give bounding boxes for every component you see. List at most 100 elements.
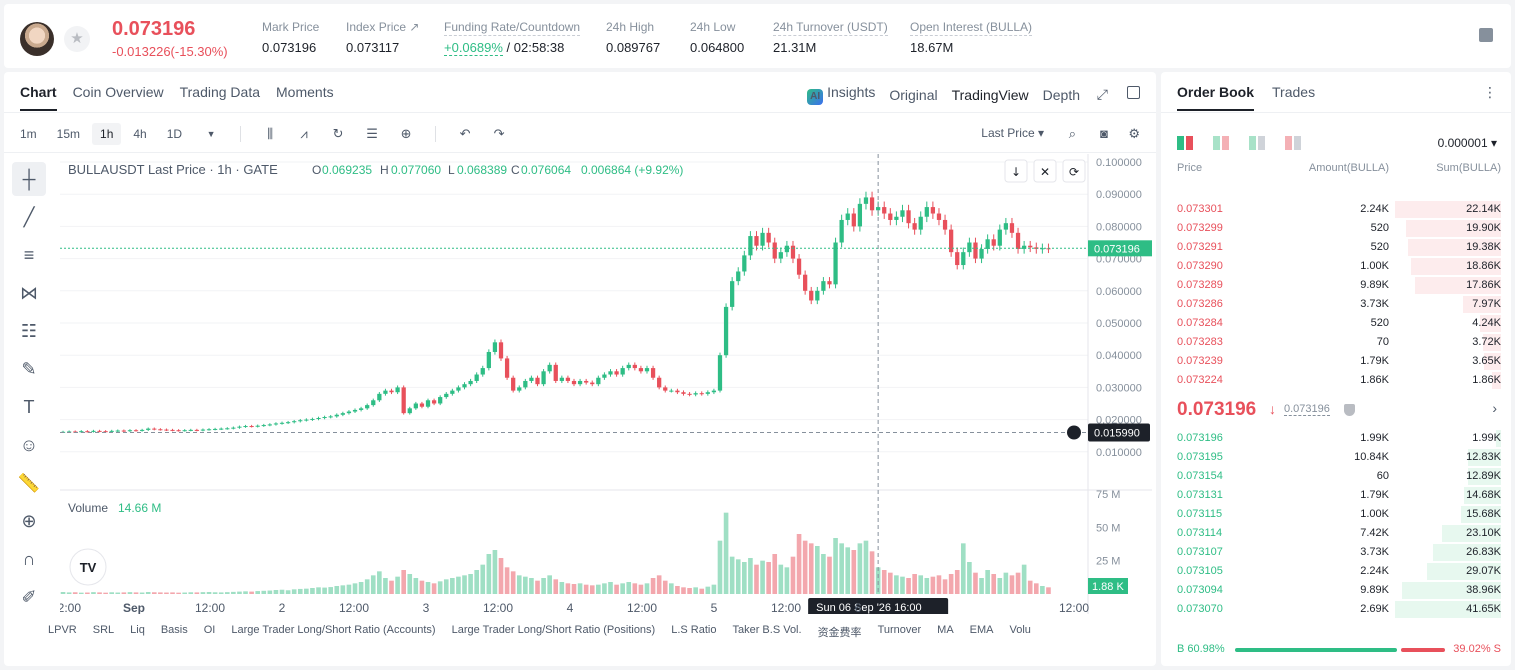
indicator-8[interactable]: Taker B.S Vol.: [732, 624, 802, 636]
trend-line-icon[interactable]: ╱: [23, 206, 35, 227]
brush-icon[interactable]: ✎: [21, 358, 37, 379]
divider: [4, 152, 1156, 153]
emoji-icon[interactable]: ☺: [19, 434, 39, 455]
split-icon[interactable]: [1213, 136, 1229, 150]
tab-coin-overview[interactable]: Coin Overview: [72, 84, 164, 100]
candle-body: [249, 426, 254, 428]
both-sides-icon[interactable]: [1177, 136, 1193, 150]
interval-1m[interactable]: 1m: [20, 127, 37, 141]
templates-icon[interactable]: ☰: [366, 126, 378, 141]
tab-moments[interactable]: Moments: [276, 84, 334, 100]
price-type-select[interactable]: Last Price ▾: [981, 126, 1044, 140]
magnet-icon[interactable]: ∩: [22, 548, 36, 569]
bid-row[interactable]: 0.073115 1.00K 15.68K: [1161, 505, 1511, 524]
ask-row[interactable]: 0.073286 3.73K 7.97K: [1161, 295, 1511, 314]
indicators-icon[interactable]: ⩘: [300, 126, 308, 141]
row-amount: 1.79K: [1360, 489, 1389, 501]
ask-row[interactable]: 0.073291 520 19.38K: [1161, 238, 1511, 257]
bid-row[interactable]: 0.073131 1.79K 14.68K: [1161, 486, 1511, 505]
tab-insights[interactable]: AI Insights: [807, 84, 875, 105]
horizontal-lines-icon[interactable]: ≡: [23, 244, 35, 265]
tab-order-book[interactable]: Order Book: [1177, 84, 1255, 111]
tab-tradingview[interactable]: TradingView: [951, 86, 1029, 103]
bid-row[interactable]: 0.073107 3.73K 26.83K: [1161, 543, 1511, 562]
volume-bar: [72, 592, 78, 594]
candle-type-icon[interactable]: ⫼: [267, 126, 274, 141]
indicator-5[interactable]: Large Trader Long/Short Ratio (Accounts): [231, 624, 436, 636]
price-chart[interactable]: 0.100000 0.090000 0.080000 0.070000 0.060000…: [60, 154, 1152, 614]
undo-icon[interactable]: ↶: [459, 126, 471, 141]
candle-body: [219, 428, 224, 430]
tab-trades[interactable]: Trades: [1272, 84, 1316, 100]
bid-row[interactable]: 0.073196 1.99K 1.99K: [1161, 429, 1511, 448]
favorite-star-icon[interactable]: ★: [64, 26, 90, 52]
add-indicator-icon[interactable]: ⊕: [400, 126, 412, 141]
chevron-right-icon[interactable]: ›: [1492, 400, 1497, 416]
bid-row[interactable]: 0.073195 10.84K 12.83K: [1161, 448, 1511, 467]
ask-row[interactable]: 0.073289 9.89K 17.86K: [1161, 276, 1511, 295]
indicator-13[interactable]: Volu: [1009, 624, 1031, 636]
asks-only-icon[interactable]: [1285, 136, 1301, 150]
volume-bar: [139, 592, 145, 594]
camera-icon[interactable]: ◙: [1100, 126, 1108, 141]
bid-row[interactable]: 0.073070 2.69K 41.65K: [1161, 600, 1511, 619]
indicator-0[interactable]: LPVR: [48, 624, 77, 636]
indicator-2[interactable]: Liq: [130, 624, 145, 636]
bid-row[interactable]: 0.073105 2.24K 29.07K: [1161, 562, 1511, 581]
bids-only-icon[interactable]: [1249, 136, 1265, 150]
precision-select[interactable]: 0.000001 ▾: [1437, 136, 1497, 150]
stat-index-price[interactable]: Index Price ↗ 0.073117: [346, 20, 420, 55]
volume-bar: [559, 582, 565, 594]
indicator-3[interactable]: Basis: [160, 624, 188, 636]
interval-4h[interactable]: 4h: [133, 127, 147, 141]
candle-body: [657, 377, 662, 388]
indicator-6[interactable]: Large Trader Long/Short Ratio (Positions…: [451, 624, 656, 636]
zoom-icon[interactable]: ⊕: [21, 510, 37, 531]
indicator-11[interactable]: MA: [937, 624, 954, 636]
bid-row[interactable]: 0.073114 7.42K 23.10K: [1161, 524, 1511, 543]
interval-1h[interactable]: 1h: [92, 123, 122, 145]
indicator-1[interactable]: SRL: [92, 624, 115, 636]
indicator-9[interactable]: 资金费率: [817, 627, 862, 639]
candle-body: [967, 242, 972, 253]
interval-15m[interactable]: 15m: [56, 127, 81, 141]
tab-original[interactable]: Original: [889, 86, 938, 103]
redo-icon[interactable]: ↷: [493, 126, 505, 141]
ask-row[interactable]: 0.073299 520 19.90K: [1161, 219, 1511, 238]
bid-row[interactable]: 0.073094 9.89K 38.96K: [1161, 581, 1511, 600]
ask-row[interactable]: 0.073284 520 4.24K: [1161, 314, 1511, 333]
replay-icon[interactable]: ↻: [332, 126, 344, 141]
candle-body: [194, 429, 199, 431]
indicator-12[interactable]: EMA: [969, 624, 994, 636]
ask-row[interactable]: 0.073290 1.00K 18.86K: [1161, 257, 1511, 276]
tab-trading-data[interactable]: Trading Data: [179, 84, 261, 100]
gear-icon[interactable]: ⚙: [1128, 126, 1140, 141]
ask-row[interactable]: 0.073283 70 3.72K: [1161, 333, 1511, 352]
ruler-icon[interactable]: 📏: [17, 472, 41, 493]
indicator-4[interactable]: OI: [203, 624, 216, 636]
indicator-10[interactable]: Turnover: [877, 624, 922, 636]
ask-row[interactable]: 0.073224 1.86K 1.86K: [1161, 371, 1511, 390]
ask-row[interactable]: 0.073239 1.79K 3.65K: [1161, 352, 1511, 371]
fib-icon[interactable]: ☷: [20, 320, 38, 341]
chevron-down-icon[interactable]: ▼: [206, 129, 216, 139]
coin-avatar[interactable]: [20, 22, 54, 56]
bid-row[interactable]: 0.073154 60 12.89K: [1161, 467, 1511, 486]
window-icon[interactable]: [1127, 86, 1140, 99]
more-icon[interactable]: ⋮: [1483, 84, 1497, 100]
fullscreen-icon[interactable]: ⤢: [1096, 86, 1108, 102]
ask-row[interactable]: 0.073301 2.24K 22.14K: [1161, 200, 1511, 219]
pencil-icon[interactable]: ✐: [21, 586, 37, 607]
text-icon[interactable]: T: [23, 396, 35, 417]
volume-bar: [395, 576, 400, 594]
candle-body: [754, 236, 759, 246]
indicator-7[interactable]: L.S Ratio: [671, 624, 717, 636]
crosshair-icon[interactable]: ┼: [12, 162, 46, 196]
tab-depth[interactable]: Depth: [1042, 86, 1080, 103]
book-icon[interactable]: [1479, 28, 1493, 42]
pattern-icon[interactable]: ⋈: [20, 282, 38, 303]
volume-bar: [285, 590, 291, 594]
tab-chart[interactable]: Chart: [20, 84, 57, 111]
interval-1d[interactable]: 1D: [166, 127, 183, 141]
search-icon[interactable]: ⌕: [1068, 126, 1076, 141]
